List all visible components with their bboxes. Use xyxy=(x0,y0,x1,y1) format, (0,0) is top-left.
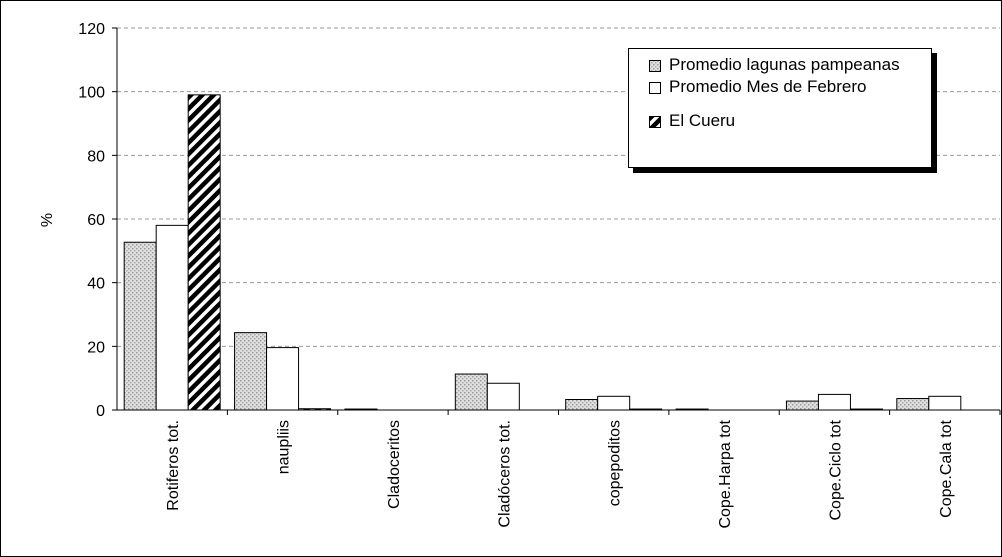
bar xyxy=(187,94,221,411)
y-tick-label: 80 xyxy=(87,148,105,165)
x-tick-label: Cope.Ciclo tot xyxy=(827,419,844,520)
bar xyxy=(817,393,851,411)
legend: Promedio lagunas pampeanas Promedio Mes d… xyxy=(628,48,932,168)
legend-label: Promedio lagunas pampeanas xyxy=(669,55,900,74)
bar xyxy=(123,241,157,411)
bar xyxy=(565,398,599,411)
legend-item: El Cueru xyxy=(649,111,925,131)
bar xyxy=(928,395,962,411)
x-tick-label: Cladóceros tot. xyxy=(496,420,513,528)
legend-item: Promedio Mes de Febrero xyxy=(649,77,925,97)
bar xyxy=(486,382,520,411)
y-tick-label: 40 xyxy=(87,276,105,293)
legend-swatch xyxy=(649,116,661,128)
y-tick-label: 60 xyxy=(87,212,105,229)
bar xyxy=(454,373,488,411)
y-tick-label: 120 xyxy=(78,21,105,38)
x-tick-label: Rotiferos tot. xyxy=(165,420,182,511)
y-tick-label: 20 xyxy=(87,339,105,356)
x-tick-label: Cope.Cala tot xyxy=(938,419,955,517)
x-tick-label: Cope.Harpa tot xyxy=(717,419,734,528)
legend-label: Promedio Mes de Febrero xyxy=(669,77,867,96)
legend-swatch-rect xyxy=(649,116,661,128)
legend-swatch xyxy=(649,82,661,94)
x-tick-label: Cladoceritos xyxy=(386,420,403,509)
bar xyxy=(155,224,189,411)
y-axis-label: % xyxy=(39,213,56,227)
bar xyxy=(896,398,930,411)
x-tick-label: copepoditos xyxy=(607,420,624,506)
bar xyxy=(266,347,300,411)
bar xyxy=(597,395,631,411)
y-tick-label: 100 xyxy=(78,85,105,102)
legend-swatch-rect xyxy=(649,82,661,94)
y-tick-label: 0 xyxy=(96,403,105,420)
bar xyxy=(234,332,268,411)
bar xyxy=(785,400,819,411)
legend-item: Promedio lagunas pampeanas xyxy=(649,55,925,75)
legend-swatch xyxy=(649,60,661,72)
legend-swatch-rect xyxy=(649,60,661,72)
x-tick-label: naupliis xyxy=(276,420,293,474)
legend-label: El Cueru xyxy=(669,111,736,130)
